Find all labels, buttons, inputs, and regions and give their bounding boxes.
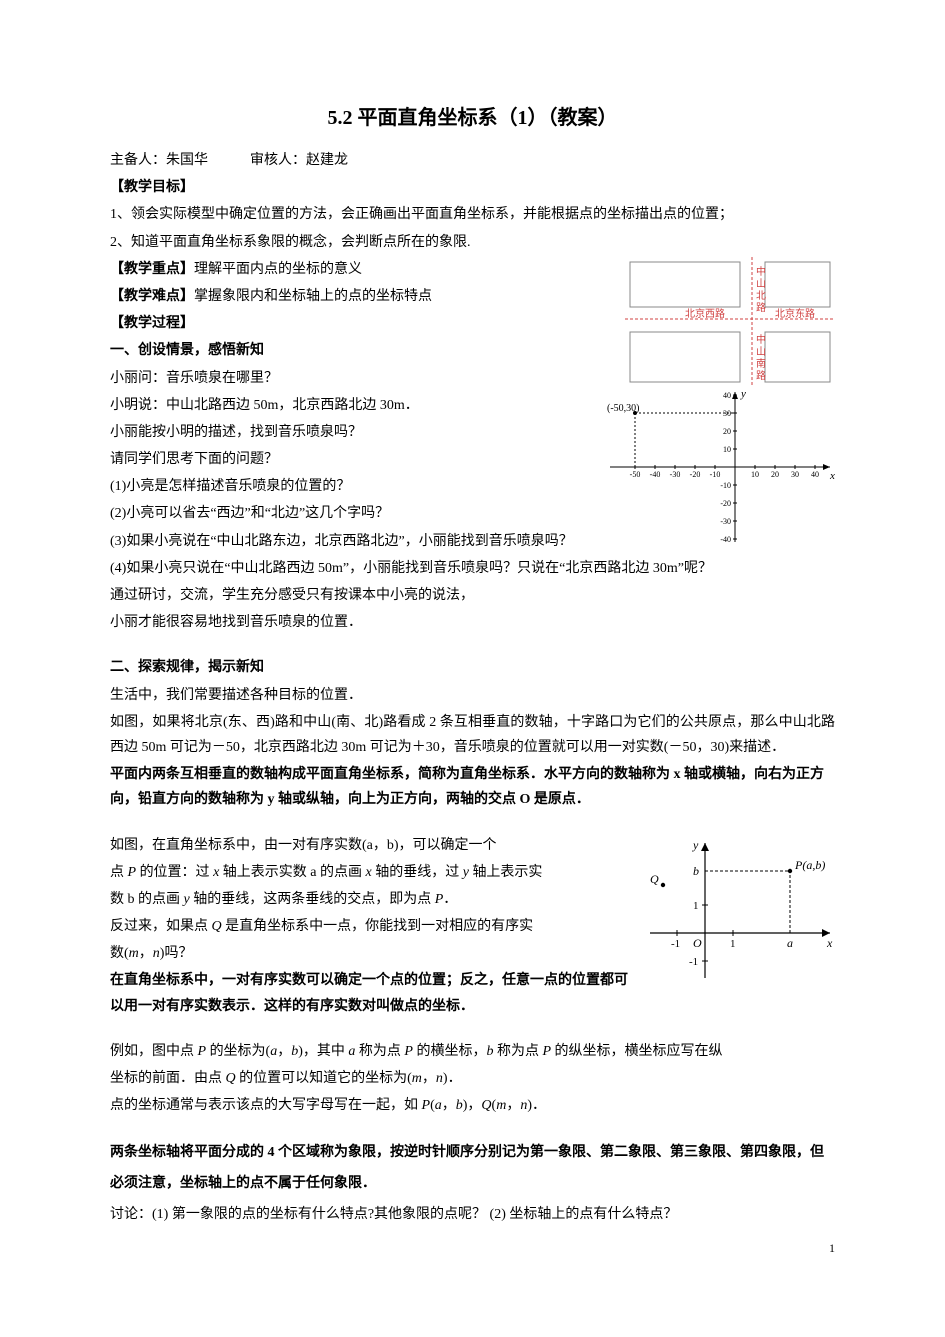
s2-line: 点 P 的位置：过 x 轴上表示实数 a 的点画 x 轴的垂线，过 y 轴上表示… [110, 860, 635, 885]
svg-text:-10: -10 [720, 481, 731, 490]
svg-text:20: 20 [723, 427, 731, 436]
svg-text:x: x [829, 470, 835, 482]
s2-line: 反过来，如果点 Q 是直角坐标系中一点，你能找到一对相应的有序实 [110, 914, 635, 939]
difficulty-text: 掌握象限内和坐标轴上的点的坐标特点 [194, 289, 432, 304]
s1-line: 小明说：中山北路西边 50m，北京西路北边 30m． [110, 393, 620, 418]
s2-line: 如图，在直角坐标系中，由一对有序实数(a，b)，可以确定一个 [110, 833, 635, 858]
s2-line: 坐标的前面．由点 Q 的位置可以知道它的坐标为(m，n)． [110, 1066, 835, 1091]
svg-text:-1: -1 [689, 956, 698, 968]
svg-text:南: 南 [756, 357, 766, 370]
svg-text:山: 山 [756, 278, 766, 290]
heading-focus: 【教学重点】 [110, 262, 194, 277]
svg-text:-1: -1 [671, 938, 680, 950]
svg-text:路: 路 [756, 301, 766, 314]
svg-text:1: 1 [730, 938, 736, 950]
svg-text:-30: -30 [670, 470, 681, 479]
svg-text:-50: -50 [630, 470, 641, 479]
label-zhongshan-south: 中 [756, 333, 766, 346]
svg-text:-20: -20 [720, 499, 731, 508]
s1-line: 小丽才能很容易地找到音乐喷泉的位置． [110, 610, 835, 635]
label-zhongshan-north: 中 [756, 265, 766, 278]
svg-text:a: a [787, 936, 793, 950]
page-title: 5.2 平面直角坐标系（1）（教案） [110, 100, 835, 136]
section-2-title: 二、探索规律，揭示新知 [110, 655, 835, 680]
svg-text:10: 10 [751, 470, 759, 479]
svg-text:40: 40 [811, 470, 819, 479]
heading-difficulty: 【教学难点】 [110, 289, 194, 304]
s1-line: 请同学们思考下面的问题？ [110, 447, 620, 472]
s2-line: 如图，如果将北京(东、西)路和中山(南、北)路看成 2 条互相垂直的数轴，十字路… [110, 710, 835, 760]
svg-text:40: 40 [723, 391, 731, 400]
section-1-title: 一、创设情景，感悟新知 [110, 338, 620, 363]
s2-line: 点的坐标通常与表示该点的大写字母写在一起，如 P(a，b)，Q(m，n)． [110, 1093, 835, 1118]
label-beijing-west: 北京西路 [685, 307, 725, 320]
svg-text:1: 1 [693, 900, 699, 912]
s2-line: 生活中，我们常要描述各种目标的位置． [110, 683, 835, 708]
s1-line: 通过研讨，交流，学生充分感受只有按课本中小亮的说法， [110, 583, 835, 608]
svg-text:10: 10 [723, 445, 731, 454]
heading-objectives: 【教学目标】 [110, 180, 194, 195]
svg-text:路: 路 [756, 369, 766, 382]
s2-line: 例如，图中点 P 的坐标为(a，b)，其中 a 称为点 P 的横坐标，b 称为点… [110, 1039, 835, 1064]
heading-process: 【教学过程】 [110, 316, 194, 331]
objective-2: 2、知道平面直角坐标系象限的概念，会判断点所在的象限. [110, 230, 835, 255]
svg-text:(-50,30): (-50,30) [607, 403, 640, 414]
svg-text:北: 北 [756, 290, 766, 302]
s1-line: (1)小亮是怎样描述音乐喷泉的位置的？ [110, 474, 620, 499]
definition-coordinate-system: 平面内两条互相垂直的数轴构成平面直角坐标系，简称为直角坐标系．水平方向的数轴称为… [110, 762, 835, 812]
svg-text:-40: -40 [650, 470, 661, 479]
svg-text:b: b [693, 864, 699, 878]
focus-text: 理解平面内点的坐标的意义 [194, 262, 362, 277]
svg-text:-10: -10 [710, 470, 721, 479]
svg-text:y: y [692, 838, 699, 852]
svg-text:y: y [740, 388, 746, 400]
s2-line: 数(m，n)吗？ [110, 941, 635, 966]
page-number: 1 [829, 1238, 835, 1260]
objective-1: 1、领会实际模型中确定位置的方法，会正确画出平面直角坐标系，并能根据点的坐标描出… [110, 202, 835, 227]
definition-quadrants: 两条坐标轴将平面分成的 4 个区域称为象限，按逆时针顺序分别记为第一象限、第二象… [110, 1138, 835, 1200]
svg-text:30: 30 [791, 470, 799, 479]
s1-line: 小丽能按小明的描述，找到音乐喷泉吗？ [110, 420, 620, 445]
s1-line: (2)小亮可以省去“西边”和“北边”这几个字吗？ [110, 501, 620, 526]
s1-line: 小丽问：音乐喷泉在哪里？ [110, 366, 620, 391]
svg-text:20: 20 [771, 470, 779, 479]
definition-point-coordinate: 在直角坐标系中，一对有序实数可以确定一个点的位置；反之，任意一点的位置都可以用一… [110, 968, 635, 1018]
label-beijing-east: 北京东路 [775, 307, 815, 320]
svg-text:-30: -30 [720, 517, 731, 526]
svg-text:Q: Q [650, 872, 659, 886]
svg-text:山: 山 [756, 346, 766, 358]
svg-text:O: O [693, 936, 702, 950]
svg-text:x: x [826, 936, 833, 950]
s2-line: 数 b 的点画 y 轴的垂线，这两条垂线的交点，即为点 P． [110, 887, 635, 912]
discussion-line: 讨论：(1) 第一象限的点的坐标有什么特点?其他象限的点呢？ (2) 坐标轴上的… [110, 1202, 835, 1227]
svg-text:-40: -40 [720, 535, 731, 544]
svg-text:-20: -20 [690, 470, 701, 479]
figure-road-map: 中 山 北 路 中 山 南 路 北京西路 北京东路 [625, 257, 835, 396]
svg-text:P(a,b): P(a,b) [794, 858, 825, 872]
authors-line: 主备人：朱国华 审核人：赵建龙 [110, 148, 835, 173]
figure-coordinate-example: x y -50 -40 -30 -20 -10 10 20 30 40 10 [605, 387, 835, 561]
figure-point-pq: x y O P(a,b) a b Q 1 -1 1 -1 [645, 838, 835, 992]
